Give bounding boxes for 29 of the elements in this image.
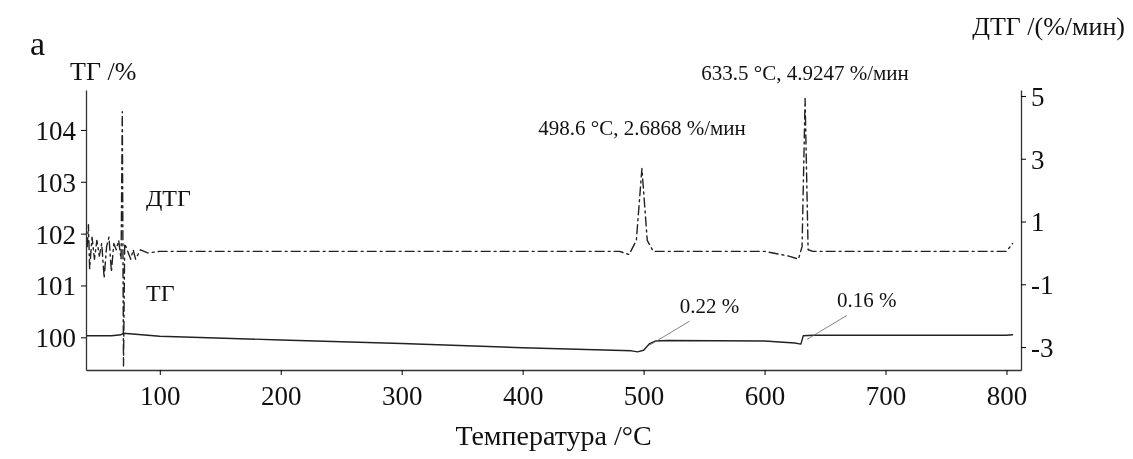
x-tick-label: 500	[623, 381, 665, 411]
x-tick-label: 300	[381, 381, 423, 411]
series-label: ДТГ	[146, 185, 192, 212]
y-tick-label: 103	[35, 167, 76, 198]
y2-tick-label: -3	[1031, 333, 1054, 364]
y2-tick-label: -1	[1031, 270, 1054, 301]
annotation: 0.16 %	[836, 288, 897, 313]
y-tick-label: 101	[35, 271, 76, 302]
line-series	[86, 97, 1014, 367]
x-tick-label: 800	[986, 381, 1028, 411]
x-axis-title: Температура /°C	[455, 420, 652, 451]
x-tick-label: 700	[865, 381, 907, 411]
y2-tick-label: 1	[1031, 207, 1045, 238]
y-tick-label: 102	[35, 219, 76, 250]
annotation: 0.22 %	[679, 294, 740, 319]
x-tick-label: 200	[260, 381, 302, 411]
y-axis-title: ТГ /%	[70, 57, 137, 86]
series-label: ТГ	[146, 280, 175, 307]
chart-title: а	[30, 25, 46, 62]
y2-tick-label: 5	[1031, 81, 1045, 112]
x-tick-label: 600	[744, 381, 786, 411]
x-tick-label: 400	[502, 381, 544, 411]
y-tick-label: 104	[35, 115, 77, 146]
y2-tick-label: 3	[1031, 144, 1045, 175]
text: 633.5 °C, 4.9247 %/мин	[701, 61, 909, 85]
y2-axis-title: ДТГ /(%/мин)	[972, 12, 1125, 41]
annotation: 498.6 °C, 2.6868 %/мин	[538, 116, 746, 140]
x-tick-label: 100	[140, 381, 181, 411]
y-tick-label: 100	[35, 323, 76, 354]
